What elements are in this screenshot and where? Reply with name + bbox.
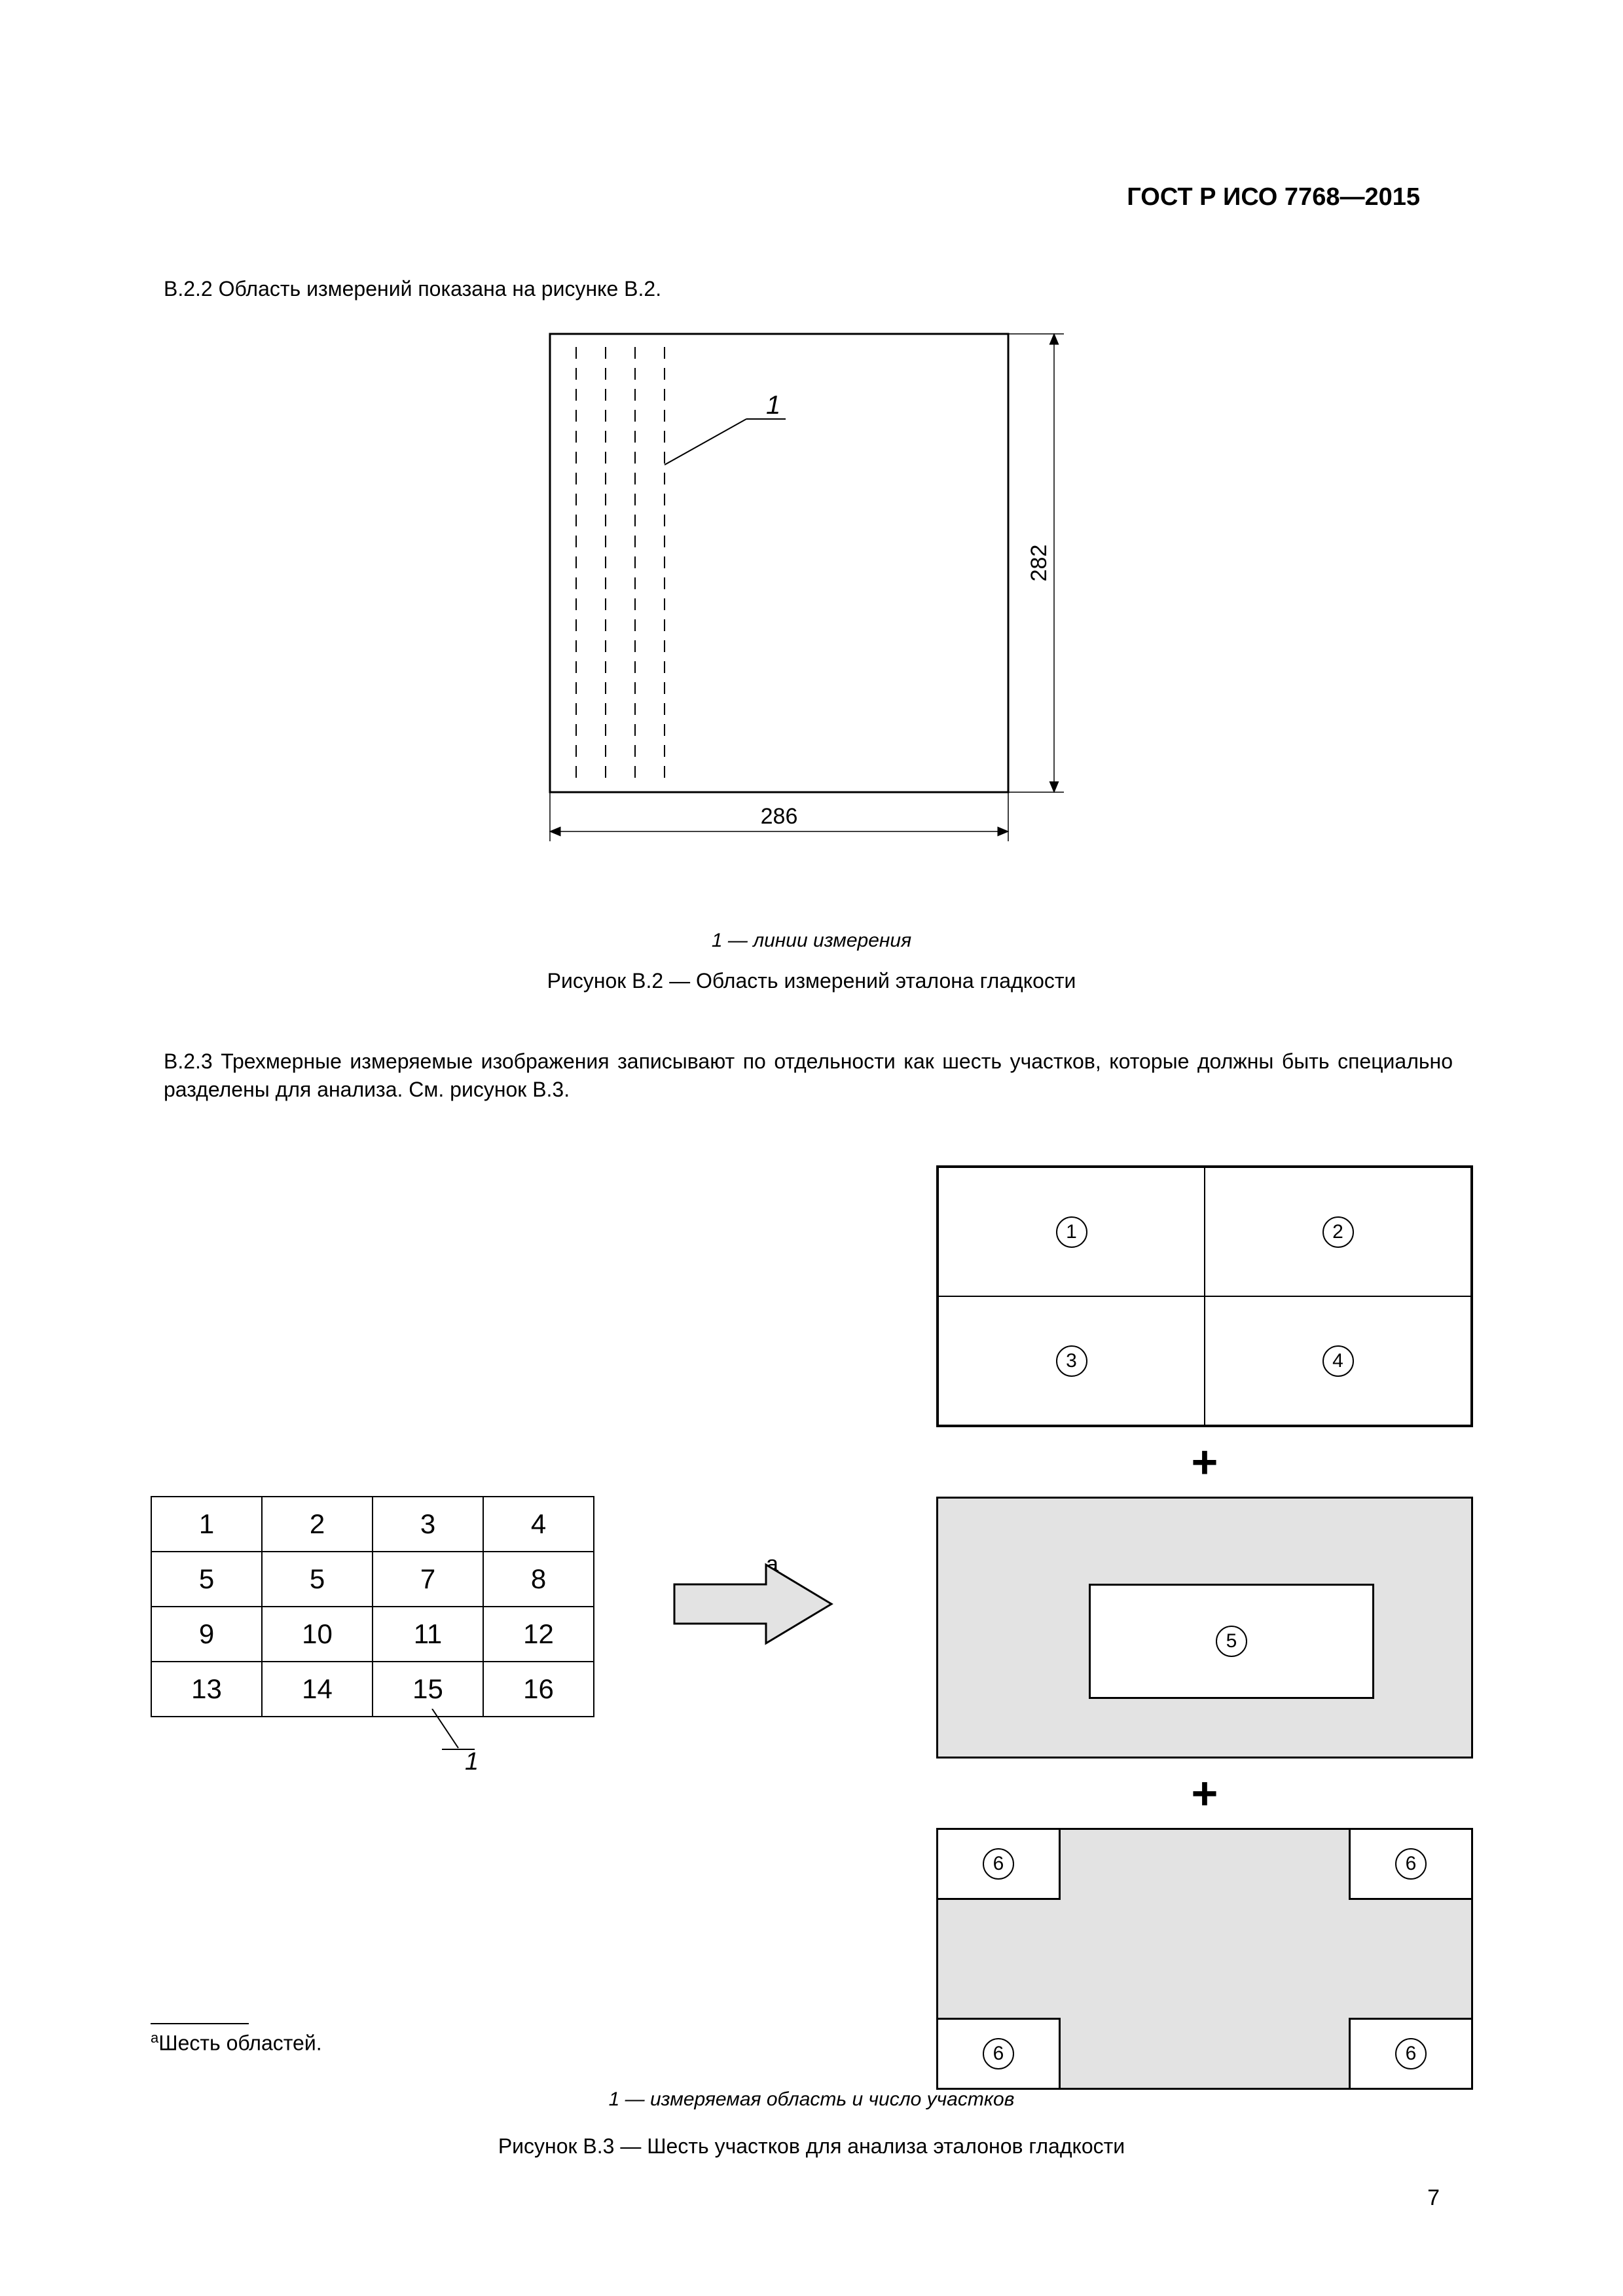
quadrant-cell: 2	[1205, 1167, 1471, 1296]
plus-icon: +	[936, 1770, 1473, 1816]
region-label: 6	[983, 1848, 1014, 1880]
table-cell: 9	[151, 1607, 262, 1662]
arrow-icon	[668, 1552, 838, 1656]
table-16-cells: 12345578910111213141516	[151, 1496, 594, 1717]
plus-icon: +	[936, 1439, 1473, 1485]
quadrant-cell: 3	[938, 1296, 1205, 1425]
figure-b2-legend: 1 — линии измерения	[0, 930, 1623, 952]
figure-b2-svg: 1 286 282	[504, 321, 1133, 910]
corner-cell: 6	[936, 2018, 1061, 2090]
six-regions-stack: 1 2 3 4 + 5 + 6 6 6 6	[936, 1165, 1473, 2090]
table-cell: 13	[151, 1662, 262, 1717]
svg-text:1: 1	[766, 391, 780, 420]
table-cell: 4	[483, 1497, 594, 1552]
quadrant-cell: 4	[1205, 1296, 1471, 1425]
panel-center-inner: 5	[1089, 1584, 1374, 1699]
table-cell: 1	[151, 1497, 262, 1552]
table-cell: 10	[262, 1607, 373, 1662]
region-label: 2	[1322, 1216, 1354, 1248]
table-cell: 7	[373, 1552, 483, 1607]
region-label: 1	[1056, 1216, 1087, 1248]
footnote-rule	[151, 2023, 249, 2024]
footnote: aШесть областей.	[151, 2030, 322, 2056]
table-cell: 3	[373, 1497, 483, 1552]
region-label: 6	[983, 2038, 1014, 2069]
corner-cell: 6	[936, 1828, 1061, 1900]
region-label: 6	[1395, 1848, 1427, 1880]
corner-cell: 6	[1349, 1828, 1473, 1900]
figure-b3-caption: Рисунок В.3 — Шесть участков для анализа…	[0, 2134, 1623, 2159]
region-5-label: 5	[1216, 1626, 1247, 1657]
table-cell: 2	[262, 1497, 373, 1552]
panel-center: 5	[936, 1497, 1473, 1758]
table-cell: 5	[262, 1552, 373, 1607]
page: ГОСТ Р ИСО 7768—2015 В.2.2 Область измер…	[0, 0, 1623, 2296]
figure-b2: 1 286 282	[504, 321, 1133, 910]
region-label: 4	[1322, 1345, 1354, 1377]
footnote-text: Шесть областей.	[158, 2032, 321, 2055]
region-label: 6	[1395, 2038, 1427, 2069]
panel-corners: 6 6 6 6	[936, 1828, 1473, 2090]
table-cell: 5	[151, 1552, 262, 1607]
quadrant-cell: 1	[938, 1167, 1205, 1296]
table-cell: 16	[483, 1662, 594, 1717]
svg-text:286: 286	[761, 804, 798, 829]
table-cell: 11	[373, 1607, 483, 1662]
paragraph-b23: В.2.3 Трехмерные измеряемые изображения …	[164, 1048, 1453, 1104]
table-cell: 12	[483, 1607, 594, 1662]
panel-quadrants: 1 2 3 4	[936, 1165, 1473, 1427]
table-cell: 14	[262, 1662, 373, 1717]
figure-b2-caption: Рисунок В.2 — Область измерений эталона …	[0, 969, 1623, 993]
footnote-marker: a	[151, 2030, 158, 2046]
table-callout-number: 1	[465, 1748, 479, 1776]
corner-cell: 6	[1349, 2018, 1473, 2090]
figure-b3-legend: 1 — измеряемая область и число участков	[0, 2088, 1623, 2111]
region-label: 3	[1056, 1345, 1087, 1377]
svg-text:282: 282	[1027, 545, 1051, 582]
document-id: ГОСТ Р ИСО 7768—2015	[1127, 183, 1420, 211]
page-number: 7	[1427, 2185, 1440, 2211]
paragraph-b22: В.2.2 Область измерений показана на рису…	[164, 275, 1453, 303]
table-cell: 8	[483, 1552, 594, 1607]
